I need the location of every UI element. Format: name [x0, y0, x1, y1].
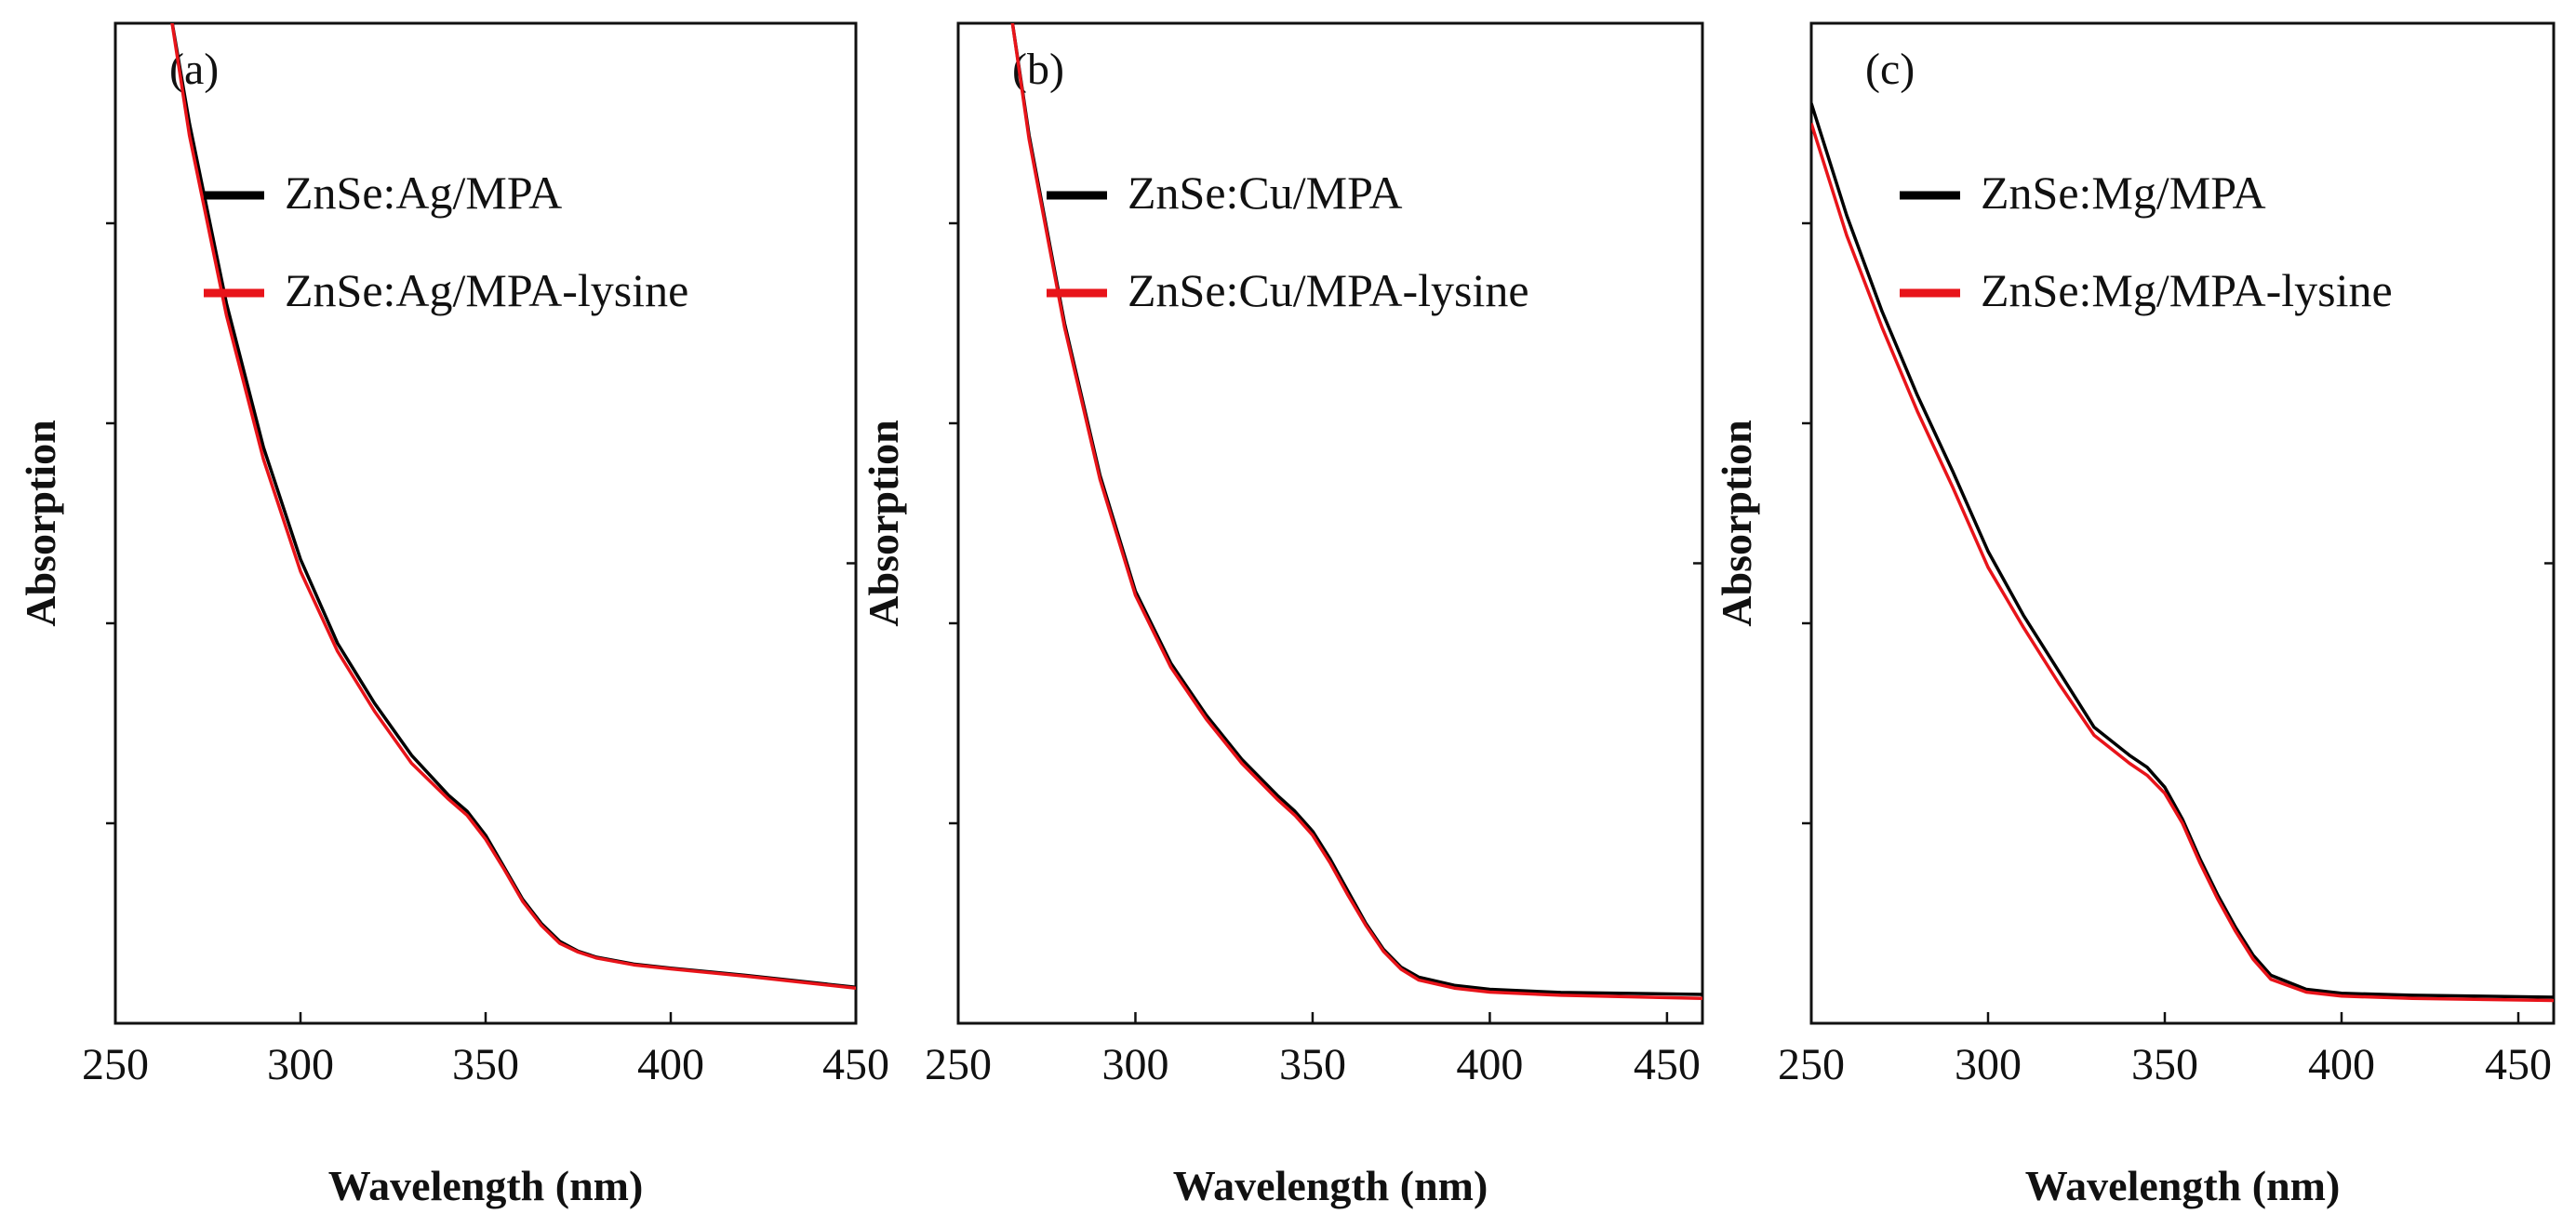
- legend-label: ZnSe:Cu/MPA-lysine: [1128, 264, 1529, 316]
- panel-label: (c): [1865, 45, 1915, 94]
- chart-panel-2: 250 300 350 400 450 Wavelength (nm) Absorption…: [860, 21, 1704, 1209]
- plot-frame: [1809, 21, 2556, 1025]
- y-axis-title: Absorption: [1713, 420, 1760, 626]
- series-line-2: [1010, 23, 1702, 1001]
- x-tick-label: 250: [1778, 1040, 1845, 1089]
- x-tick-label: 350: [1279, 1040, 1346, 1089]
- legend-label: ZnSe:Cu/MPA: [1128, 167, 1402, 219]
- legend-label: ZnSe:Ag/MPA: [285, 167, 562, 219]
- x-axis-title: Wavelength (nm): [2025, 1162, 2341, 1209]
- plot-frame: [956, 21, 1704, 1025]
- legend-label: ZnSe:Mg/MPA-lysine: [1981, 264, 2393, 316]
- x-axis-title: Wavelength (nm): [1173, 1162, 1488, 1209]
- y-axis-title: Absorption: [17, 420, 64, 626]
- x-tick-label: 250: [925, 1040, 992, 1089]
- chart-panel-1: 250 300 350 400 450 Wavelength (nm) Absorption…: [17, 21, 889, 1209]
- series-line-1: [170, 23, 856, 990]
- chart-panel-3: 250 300 350 400 450 Wavelength (nm) Absorption…: [1713, 21, 2556, 1209]
- x-tick-label: 350: [452, 1040, 519, 1089]
- x-tick-label: 450: [822, 1040, 889, 1089]
- legend-label: ZnSe:Ag/MPA-lysine: [285, 264, 688, 316]
- series-line-1: [1010, 23, 1702, 996]
- x-tick-label: 400: [637, 1040, 704, 1089]
- x-tick-label: 400: [2308, 1040, 2375, 1089]
- x-tick-label: 300: [1101, 1040, 1168, 1089]
- legend-label: ZnSe:Mg/MPA: [1981, 167, 2266, 219]
- x-axis-title: Wavelength (nm): [328, 1162, 644, 1209]
- y-axis-title: Absorption: [860, 420, 907, 626]
- series-line-2: [1811, 122, 2554, 1003]
- x-tick-label: 250: [82, 1040, 149, 1089]
- x-tick-label: 350: [2131, 1040, 2198, 1089]
- series-line-2: [170, 23, 856, 990]
- x-tick-label: 400: [1456, 1040, 1523, 1089]
- x-tick-label: 450: [2485, 1040, 2552, 1089]
- series-line-1: [1811, 102, 2554, 999]
- x-tick-label: 450: [1634, 1040, 1701, 1089]
- x-tick-label: 300: [1955, 1040, 2022, 1089]
- x-tick-label: 300: [267, 1040, 334, 1089]
